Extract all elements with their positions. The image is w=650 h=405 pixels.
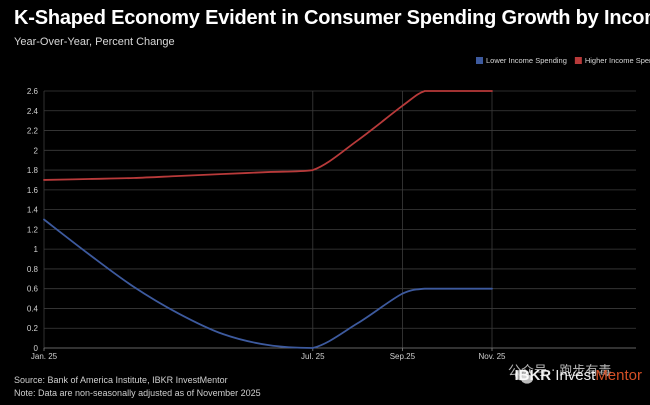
y-tick-label: 0.4	[27, 304, 39, 313]
y-tick-label: 0.6	[27, 285, 39, 294]
wechat-icon	[515, 369, 534, 384]
y-tick-label: 1.2	[27, 225, 39, 234]
watermark: IBKR InvestMentor	[514, 367, 642, 384]
plot-lines	[43, 90, 493, 349]
y-tick-label: 0	[34, 344, 39, 353]
y-axis: 0 0.2 0.4 0.6 0.8 1 1.2 1.4 1.6 1.8 2 2.2 2.4 2.6	[27, 87, 39, 353]
y-tick-label: 2.6	[27, 87, 39, 96]
grid	[43, 90, 636, 351]
legend-label: Higher Income Spending	[585, 56, 650, 65]
y-tick-label: 1.4	[27, 206, 39, 215]
brand-invest: Invest	[555, 367, 596, 384]
series-line-lower-income-spending	[43, 218, 493, 349]
chart-title: K-Shaped Economy Evident in Consumer Spe…	[14, 7, 650, 29]
footnote: Note: Data are non-seasonally adjusted a…	[14, 388, 261, 398]
y-tick-label: 2.2	[27, 127, 39, 136]
x-tick-label: Sep.25	[390, 352, 416, 361]
legend: Lower Income Spending Higher Income Spend…	[476, 56, 650, 65]
y-tick-label: 1.6	[27, 186, 39, 195]
y-tick-label: 1	[34, 245, 39, 254]
y-tick-label: 0.2	[27, 324, 39, 333]
y-tick-label: 1.8	[27, 166, 39, 175]
x-axis: Jan. 25 Jul. 25 Sep.25 Nov. 25	[31, 352, 506, 361]
series-line-higher-income-spending	[43, 90, 493, 181]
y-tick-label: 2	[34, 146, 39, 155]
source-note: Source: Bank of America Institute, IBKR …	[14, 375, 228, 385]
brand-logo: IBKR InvestMentor	[514, 367, 642, 384]
chart-subtitle: Year-Over-Year, Percent Change	[14, 36, 175, 48]
watermark-cn-text: 公众号 · 跑步有毒	[508, 364, 612, 379]
legend-swatch	[476, 57, 483, 64]
x-tick-label: Jan. 25	[31, 352, 58, 361]
y-tick-label: 2.4	[27, 107, 39, 116]
brand-ibkr: IBKR	[514, 367, 552, 384]
y-tick-label: 0.8	[27, 265, 39, 274]
legend-label: Lower Income Spending	[486, 56, 567, 65]
brand-mentor: Mentor	[595, 367, 642, 384]
x-tick-label: Jul. 25	[301, 352, 325, 361]
x-tick-label: Nov. 25	[479, 352, 507, 361]
legend-swatch	[574, 57, 582, 64]
